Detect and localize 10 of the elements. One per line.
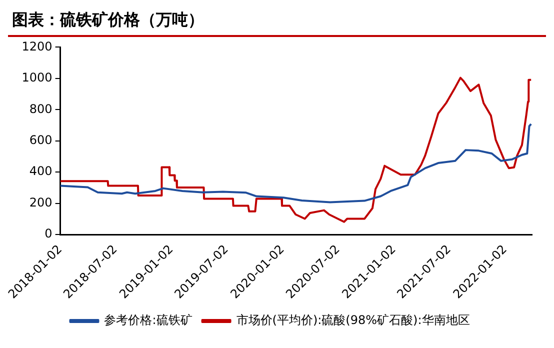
y-tick-label: 0 xyxy=(44,226,52,241)
legend-label: 市场价(平均价):硫酸(98%矿石酸):华南地区 xyxy=(236,313,470,328)
y-tick-label: 200 xyxy=(29,195,52,210)
y-tick-label: 1200 xyxy=(22,39,52,54)
y-tick-label: 600 xyxy=(29,132,52,147)
y-tick-label: 1000 xyxy=(22,70,52,85)
y-tick-label: 800 xyxy=(29,102,52,116)
chart-title: 图表：硫铁矿价格（万吨） xyxy=(8,8,546,37)
legend-label: 参考价格:硫铁矿 xyxy=(104,313,192,328)
y-tick-label: 400 xyxy=(29,164,52,178)
